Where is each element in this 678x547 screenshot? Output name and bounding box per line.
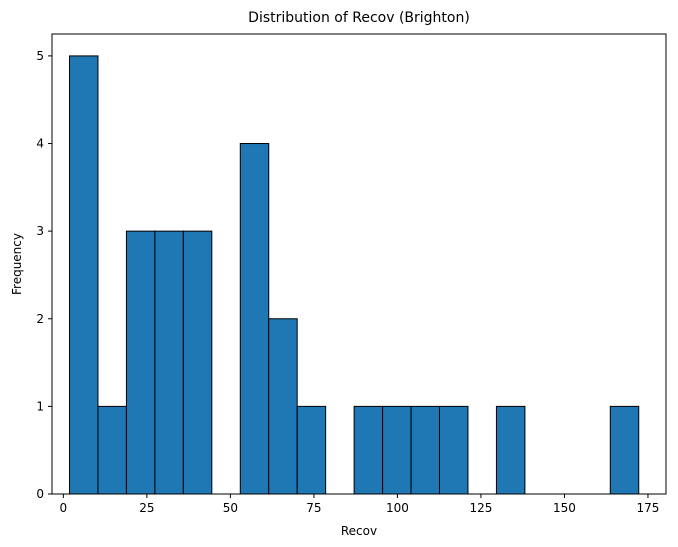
y-tick-label: 0 (36, 487, 44, 501)
histogram-bar (268, 318, 298, 495)
chart-title: Distribution of Recov (Brighton) (248, 10, 470, 26)
histogram-bar (439, 405, 469, 495)
x-tick-label: 150 (553, 501, 576, 515)
histogram-bar (69, 55, 99, 495)
histogram-bar (97, 405, 127, 495)
x-tick-label: 0 (60, 501, 68, 515)
y-tick-label: 2 (36, 312, 44, 326)
x-tick-label: 175 (637, 501, 660, 515)
histogram-bar (353, 405, 384, 495)
x-axis-ticks: 0 25 50 75 100 125 150 175 (60, 494, 660, 515)
histogram-bar (125, 230, 156, 495)
y-tick-label: 3 (36, 224, 44, 238)
histogram-bar (410, 405, 441, 495)
histogram-bar (154, 230, 184, 495)
histogram-bar (495, 405, 526, 495)
histogram-bar (609, 405, 640, 495)
y-tick-label: 1 (36, 399, 44, 413)
plot-frame (51, 33, 667, 495)
y-tick-label: 5 (36, 49, 44, 63)
histogram-bar (382, 405, 412, 495)
histogram-bar (239, 143, 270, 495)
y-axis-label: Frequency (10, 233, 24, 295)
x-tick-label: 100 (386, 501, 409, 515)
x-tick-label: 75 (306, 501, 321, 515)
histogram-bar (182, 230, 213, 495)
bars-group (69, 55, 640, 495)
x-tick-label: 125 (469, 501, 492, 515)
x-tick-label: 25 (139, 501, 154, 515)
y-axis-ticks: 0 1 2 3 4 5 (36, 49, 52, 501)
y-tick-label: 4 (36, 137, 44, 151)
histogram-bar (296, 405, 327, 495)
x-axis-label: Recov (341, 524, 377, 538)
x-tick-label: 50 (223, 501, 238, 515)
